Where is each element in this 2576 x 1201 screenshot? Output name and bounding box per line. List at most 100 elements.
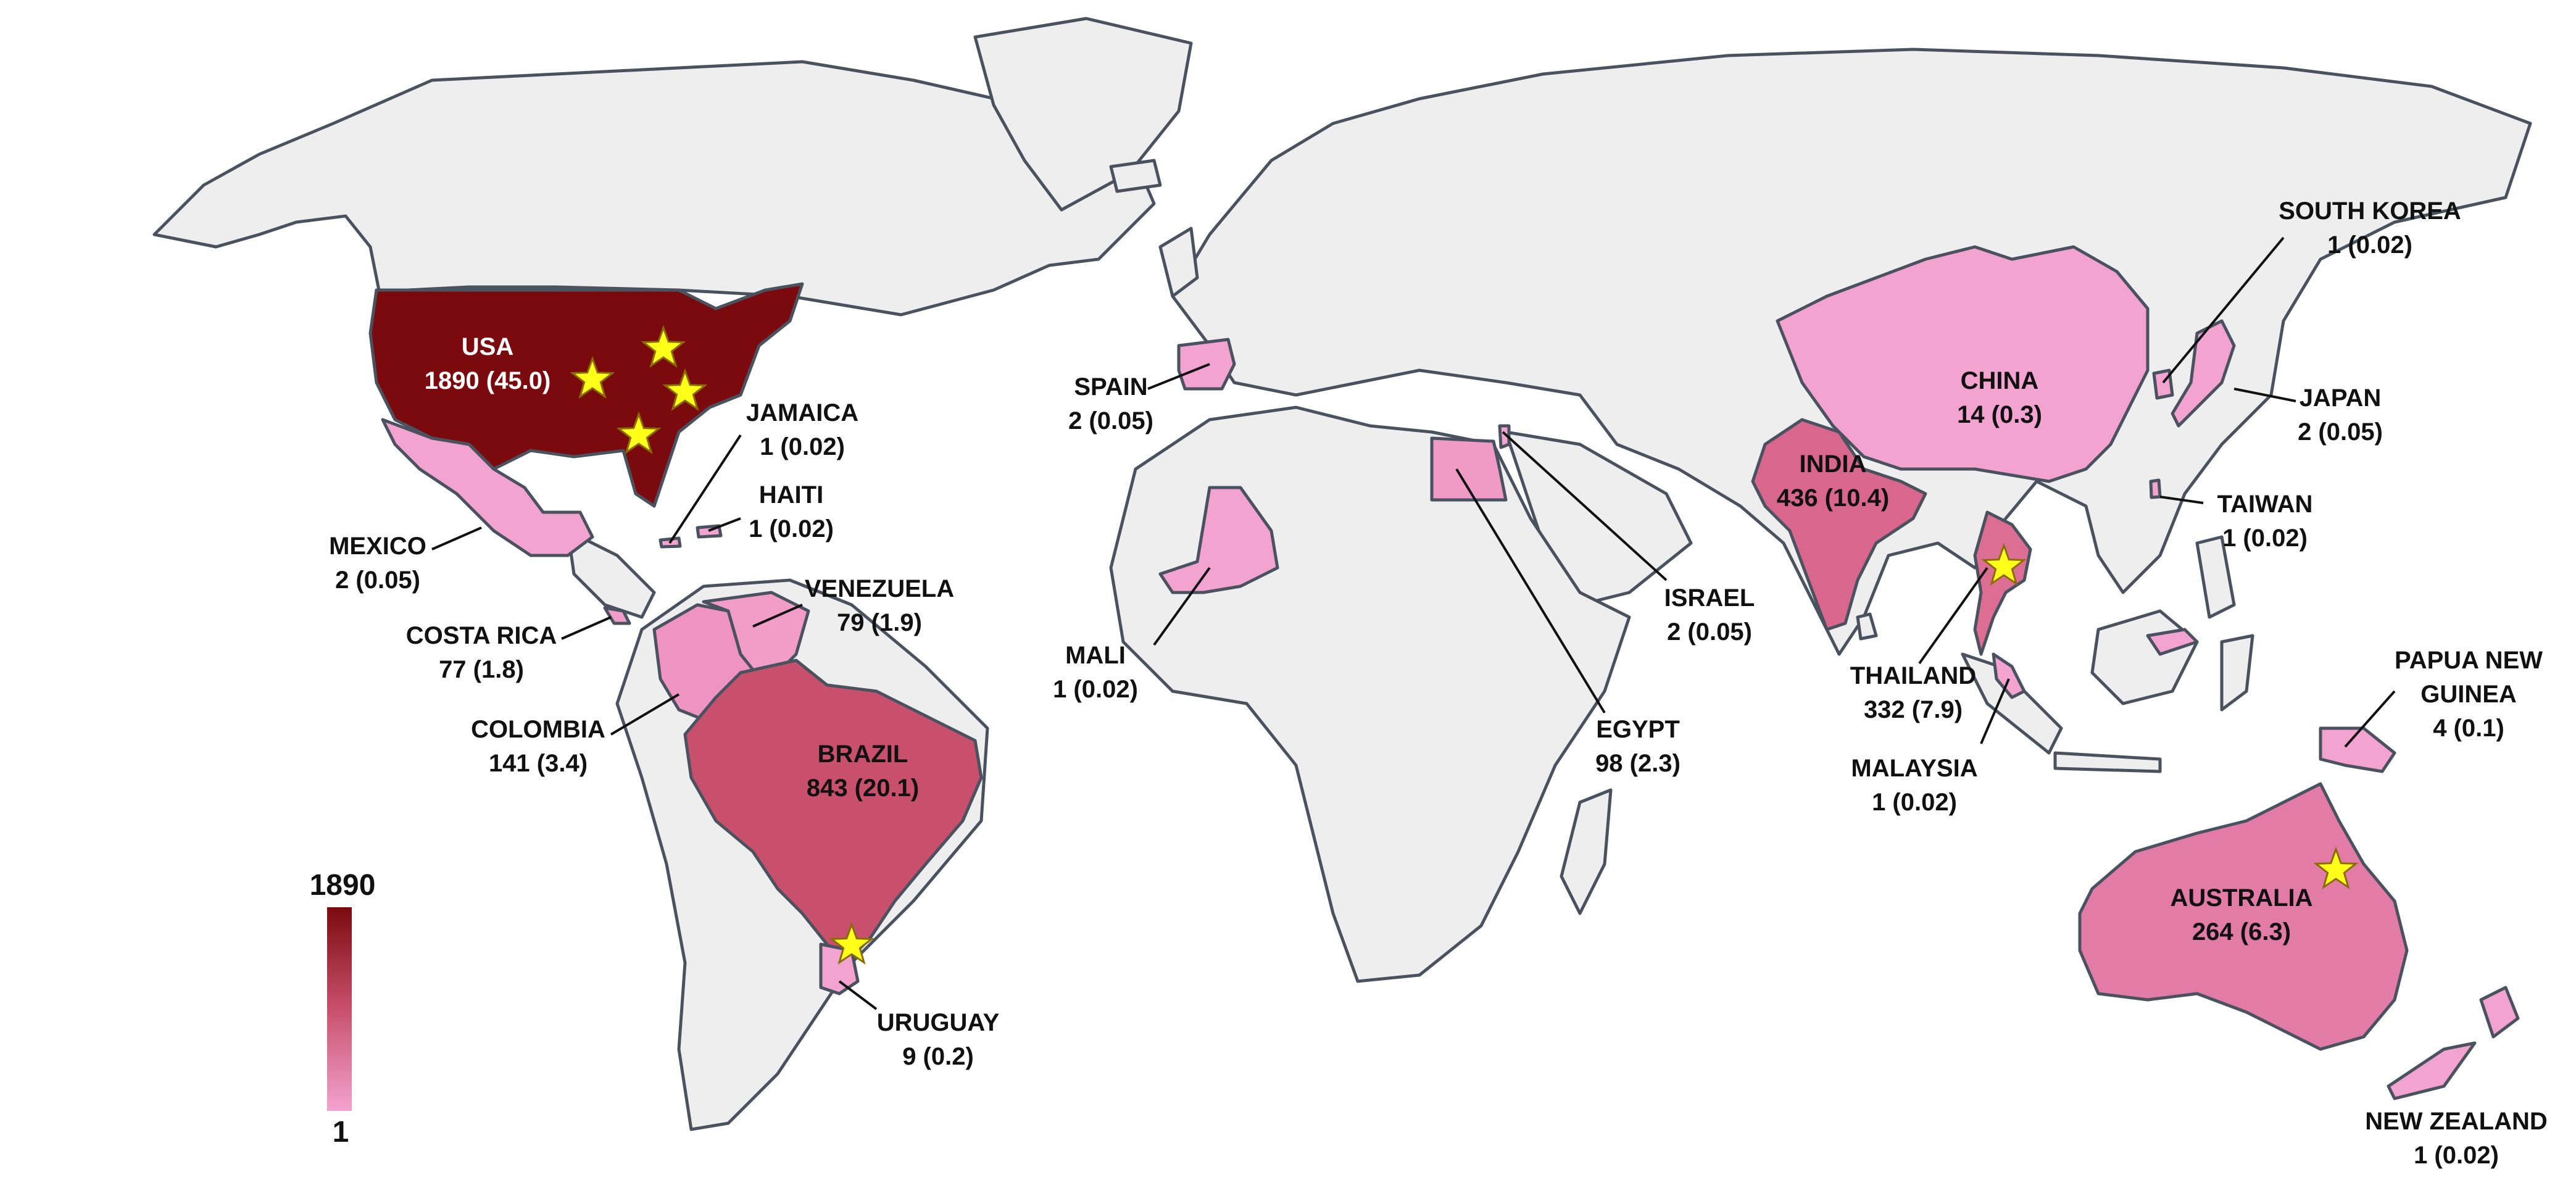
study-site-star-usa-3: [662, 368, 708, 412]
label-jamaica-name: JAMAICA: [746, 399, 858, 426]
leader-malaysia: [1980, 678, 2010, 744]
label-spain-value: 2 (0.05): [1068, 407, 1153, 434]
label-australia-value: 264 (6.3): [2192, 918, 2291, 945]
label-china-value: 14 (0.3): [1957, 401, 2042, 428]
leader-mali: [1153, 567, 1211, 646]
label-israel-name: ISRAEL: [1664, 584, 1755, 612]
leader-jamaica: [668, 434, 742, 544]
country-mali: [1158, 486, 1279, 594]
label-egypt-value: 98 (2.3): [1595, 750, 1681, 777]
label-south-korea-name: SOUTH KOREA: [2279, 197, 2461, 225]
country-papua-new-guinea: [2319, 726, 2396, 773]
study-site-star-usa-4: [616, 411, 662, 455]
label-papua-name-line2: GUINEA: [2420, 681, 2517, 708]
leader-mexico: [431, 526, 482, 551]
leader-israel: [1502, 431, 1668, 581]
label-israel-value: 2 (0.05): [1667, 618, 1752, 646]
label-egypt-name: EGYPT: [1596, 716, 1680, 743]
label-thailand-name: THAILAND: [1850, 662, 1976, 689]
label-mexico-name: MEXICO: [329, 533, 426, 560]
label-colombia-name: COLOMBIA: [471, 716, 605, 743]
leader-haiti: [708, 517, 741, 532]
study-site-star-usa-2: [641, 325, 686, 368]
label-venezuela-name: VENEZUELA: [805, 575, 954, 602]
country-israel: [1498, 424, 1511, 449]
highlighted-countries: [368, 245, 2520, 1100]
label-japan-name: JAPAN: [2300, 384, 2382, 412]
label-china-name: CHINA: [1961, 367, 2039, 394]
country-brazil: [683, 659, 983, 965]
label-india-name: INDIA: [1800, 451, 1867, 478]
label-new-zealand-value: 1 (0.02): [2414, 1142, 2499, 1169]
label-usa-name: USA: [462, 333, 513, 360]
label-brazil-name: BRAZIL: [818, 741, 908, 768]
label-usa-value: 1890 (45.0): [425, 367, 551, 394]
leader-uruguay: [838, 980, 878, 1010]
color-legend: 1890 1: [310, 869, 376, 1149]
land-iceland: [1109, 159, 1162, 193]
label-costa-rica-name: COSTA RICA: [406, 622, 557, 649]
label-uruguay-name: URUGUAY: [877, 1009, 1000, 1036]
study-site-star-brazil-1: [829, 921, 875, 965]
label-papua-value: 4 (0.1): [2433, 715, 2504, 742]
country-india: [1751, 418, 1927, 631]
label-brazil-value: 843 (20.1): [807, 775, 919, 802]
country-labels: USA 1890 (45.0) BRAZIL 843 (20.1) INDIA …: [329, 197, 2548, 1169]
land-madagascar: [1560, 788, 1613, 915]
legend-max-label: 1890: [310, 869, 376, 902]
label-haiti-value: 1 (0.02): [749, 515, 834, 542]
leader-japan: [2233, 388, 2296, 402]
label-haiti-name: HAITI: [759, 481, 823, 509]
label-south-korea-value: 1 (0.02): [2327, 231, 2412, 259]
country-new-zealand: [2387, 986, 2520, 1100]
label-new-zealand-name: NEW ZEALAND: [2365, 1108, 2548, 1135]
country-japan: [2171, 319, 2236, 428]
label-taiwan-name: TAIWAN: [2217, 491, 2313, 518]
legend-gradient-bar: [327, 907, 352, 1111]
label-japan-value: 2 (0.05): [2298, 418, 2383, 446]
leader-papua: [2344, 690, 2396, 748]
label-mali-value: 1 (0.02): [1053, 676, 1138, 703]
label-papua-name-line1: PAPUA NEW: [2395, 647, 2543, 674]
label-india-value: 436 (10.4): [1777, 484, 1889, 512]
label-malaysia-name: MALAYSIA: [1851, 755, 1977, 782]
leader-taiwan: [2159, 496, 2204, 504]
study-site-star-thailand-1: [1981, 542, 2027, 586]
label-costa-rica-value: 77 (1.8): [439, 656, 524, 683]
land-sri-lanka: [1856, 612, 1878, 641]
leader-venezuela: [752, 604, 803, 628]
country-thailand: [1973, 510, 2032, 656]
country-china: [1776, 245, 2150, 483]
leader-south-korea: [2162, 236, 2285, 384]
label-jamaica-value: 1 (0.02): [760, 433, 845, 460]
land-philippines: [2195, 535, 2236, 619]
label-uruguay-value: 9 (0.2): [902, 1043, 974, 1070]
study-site-star-usa-1: [570, 355, 615, 399]
country-taiwan: [2149, 478, 2162, 499]
label-australia-name: AUSTRALIA: [2170, 884, 2312, 912]
label-taiwan-value: 1 (0.02): [2222, 525, 2308, 552]
land-sulawesi: [2220, 634, 2254, 712]
leader-spain: [1147, 363, 1210, 390]
leader-lines: [431, 236, 2396, 1010]
label-colombia-value: 141 (3.4): [489, 750, 588, 777]
land-borneo: [2090, 609, 2199, 705]
label-venezuela-value: 79 (1.9): [837, 609, 922, 636]
land-central-america: [566, 529, 656, 619]
label-thailand-value: 332 (7.9): [1864, 696, 1963, 723]
land-north-america: [152, 60, 1156, 317]
land-uk: [1158, 226, 1199, 298]
label-malaysia-value: 1 (0.02): [1872, 789, 1957, 816]
leader-costa-rica: [561, 616, 612, 640]
label-mexico-value: 2 (0.05): [335, 567, 420, 594]
study-site-star-australia-1: [2313, 846, 2359, 890]
country-egypt: [1430, 436, 1508, 502]
study-site-stars: [570, 325, 2359, 965]
label-spain-name: SPAIN: [1074, 373, 1147, 401]
leader-colombia: [610, 693, 680, 736]
country-mexico: [381, 418, 594, 557]
label-mali-name: MALI: [1065, 642, 1126, 669]
country-australia: [2078, 782, 2409, 1051]
land-java: [2053, 751, 2162, 773]
